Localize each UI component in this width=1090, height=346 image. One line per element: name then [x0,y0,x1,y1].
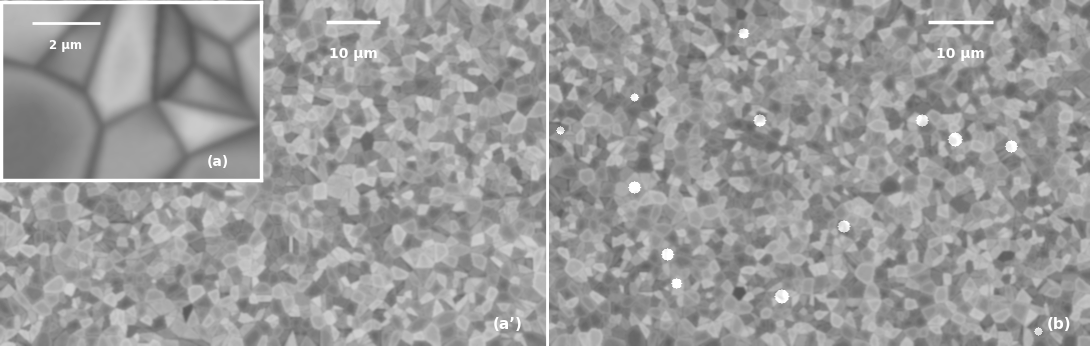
Text: 2 μm: 2 μm [49,39,83,52]
Text: (a’): (a’) [493,317,522,332]
Text: (a): (a) [207,155,229,169]
Text: 10 μm: 10 μm [936,47,984,61]
Text: 10 μm: 10 μm [328,47,377,61]
Text: (b): (b) [1046,317,1071,332]
